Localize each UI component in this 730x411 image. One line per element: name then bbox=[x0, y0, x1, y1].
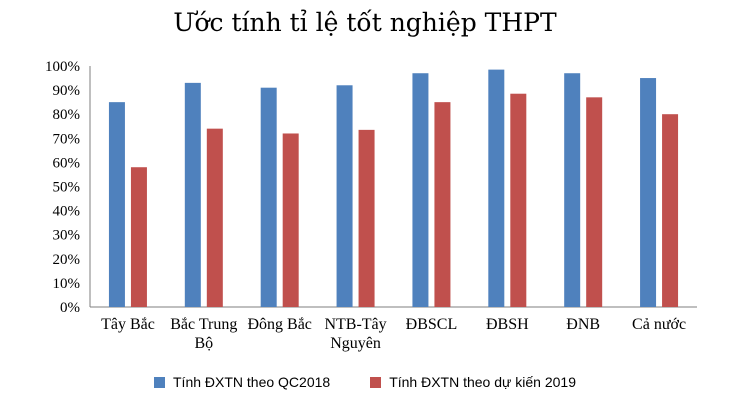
x-tick-label: Bắc Trung Bộ bbox=[170, 316, 237, 352]
y-tick-label: 100% bbox=[45, 59, 80, 75]
y-tick-label: 70% bbox=[53, 131, 81, 147]
bar-series-1 bbox=[640, 78, 657, 307]
x-tick-label: Cả nước bbox=[632, 316, 686, 333]
x-tick-label-line: Đông Bắc bbox=[247, 316, 311, 333]
bar-series-2 bbox=[434, 102, 451, 308]
y-tick-label: 0% bbox=[60, 300, 80, 316]
y-tick-label: 90% bbox=[53, 83, 81, 99]
x-tick-label: ĐBSH bbox=[486, 316, 529, 333]
legend-label-series-2: Tính ĐXTN theo dự kiến 2019 bbox=[389, 374, 576, 390]
y-tick-label: 30% bbox=[53, 228, 81, 244]
bar-series-1 bbox=[108, 102, 125, 308]
x-tick-label: Đông Bắc bbox=[247, 316, 311, 333]
bar-series-2 bbox=[510, 93, 527, 307]
legend-item-series-2: Tính ĐXTN theo dự kiến 2019 bbox=[370, 374, 576, 390]
x-tick-label-line: Bộ bbox=[194, 335, 213, 352]
chart-title: Ước tính tỉ lệ tốt nghiệp THPT bbox=[173, 8, 557, 37]
y-tick-label: 10% bbox=[53, 276, 81, 292]
bar-series-1 bbox=[412, 73, 429, 307]
bar-series-2 bbox=[358, 129, 375, 307]
legend-label-series-1: Tính ĐXTN theo QC2018 bbox=[173, 374, 331, 390]
x-tick-label-line: Tây Bắc bbox=[101, 316, 155, 333]
y-tick-label: 50% bbox=[53, 180, 81, 196]
x-tick-label: ĐNB bbox=[566, 316, 600, 333]
x-tick-label-line: NTB-Tây bbox=[324, 316, 386, 333]
bar-series-1 bbox=[184, 82, 201, 308]
bar-series-1 bbox=[488, 69, 505, 308]
x-tick-label: ĐBSCL bbox=[406, 316, 458, 333]
bar-series-1 bbox=[336, 85, 353, 307]
x-tick-label: NTB-Tây Nguyên bbox=[324, 316, 386, 352]
bar-series-1 bbox=[260, 87, 277, 307]
y-tick-label: 40% bbox=[53, 204, 81, 220]
x-tick-label-line: ĐNB bbox=[566, 316, 600, 333]
bar-series-2 bbox=[662, 114, 679, 307]
x-tick-label-line: ĐBSCL bbox=[406, 316, 458, 333]
legend-swatch-series-1 bbox=[154, 376, 165, 388]
x-tick-label-line: Nguyên bbox=[330, 335, 381, 352]
bar-series-1 bbox=[564, 73, 581, 307]
bar-series-2 bbox=[282, 133, 299, 307]
chart-legend: Tính ĐXTN theo QC2018 Tính ĐXTN theo dự … bbox=[0, 374, 730, 390]
bar-series-2 bbox=[586, 97, 603, 307]
legend-swatch-series-2 bbox=[370, 376, 382, 388]
bar-series-2 bbox=[206, 128, 223, 307]
x-tick-label: Tây Bắc bbox=[101, 316, 155, 333]
y-tick-label: 20% bbox=[53, 252, 81, 268]
x-tick-label-line: Cả nước bbox=[632, 316, 686, 333]
bar-series-2 bbox=[130, 167, 147, 307]
chart-plot: 0% 10% 20% 30% 40% 50% 60% 70% 80% 90% 100% Tây Bắc… bbox=[45, 59, 697, 352]
legend-item-series-1: Tính ĐXTN theo QC2018 bbox=[154, 374, 330, 390]
y-tick-label: 60% bbox=[53, 155, 81, 171]
x-tick-label-line: Bắc Trung bbox=[170, 316, 237, 333]
x-tick-label-line: ĐBSH bbox=[486, 316, 529, 333]
y-tick-label: 80% bbox=[53, 107, 81, 123]
